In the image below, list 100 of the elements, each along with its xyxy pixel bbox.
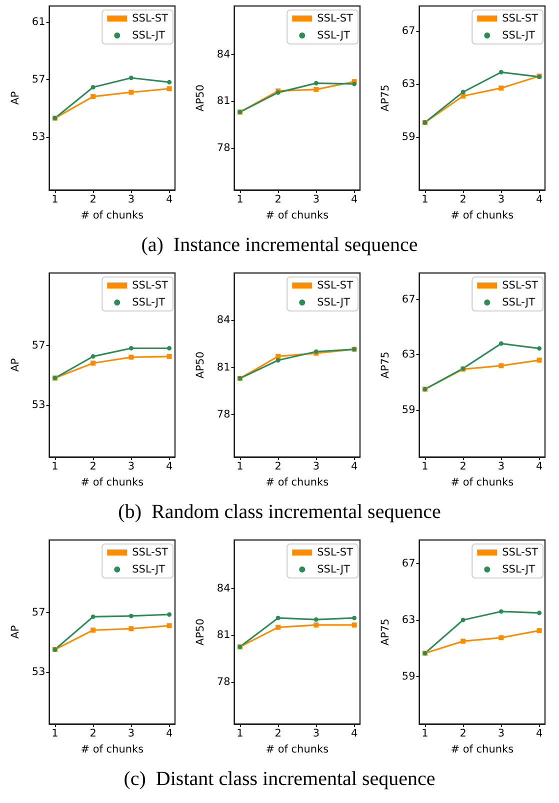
point: [276, 358, 280, 363]
point: [128, 76, 134, 80]
point: [314, 86, 319, 92]
x-axis-title: # of chunks: [450, 209, 514, 222]
point: [314, 622, 319, 628]
point: [460, 94, 466, 99]
y-axis-title: AP50: [194, 84, 206, 112]
text: (a) Instance incremental sequence: [140, 233, 419, 258]
legend-label: SSL-ST: [317, 280, 354, 292]
y-tick-label: 81: [216, 95, 230, 108]
point: [128, 346, 134, 350]
x-tick-label: 4: [166, 460, 173, 472]
point: [498, 363, 504, 368]
point: [90, 84, 96, 90]
x-axis-title: # of chunks: [80, 743, 144, 756]
x-tick-label: 3: [312, 728, 320, 740]
y-axis-title: AP75: [380, 352, 392, 378]
legend-label: SSL-ST: [132, 280, 169, 292]
x-axis-title: # of chunks: [450, 743, 514, 756]
x-tick-label: 3: [312, 460, 320, 472]
x-axis-title: # of chunks: [450, 476, 514, 488]
legend-label: SSL-JT: [502, 564, 536, 576]
text: (c) Distant class incremental sequence: [122, 767, 436, 792]
y-tick-label: 59: [402, 670, 416, 683]
legend-label: SSL-JT: [502, 296, 536, 308]
text: (b) Random class incremental sequence: [117, 500, 442, 525]
x-tick-label: 4: [350, 728, 358, 740]
x-tick-label: 4: [536, 460, 543, 472]
y-tick-label: 59: [402, 404, 416, 416]
point: [166, 354, 172, 359]
point: [460, 638, 466, 644]
x-tick-label: 1: [236, 460, 244, 472]
legend-label: SSL-ST: [132, 12, 169, 24]
point: [536, 628, 542, 634]
x-tick-label: 2: [274, 728, 282, 740]
point: [352, 82, 357, 86]
y-tick-label: 78: [216, 408, 230, 421]
point: [276, 354, 281, 359]
x-tick-label: 2: [460, 728, 466, 740]
y-tick-label: 67: [402, 25, 416, 38]
point: [128, 90, 134, 95]
x-tick-label: 2: [460, 460, 466, 472]
legend-label: SSL-JT: [317, 296, 351, 308]
y-axis-title: AP50: [194, 352, 206, 378]
x-tick-label: 1: [236, 194, 244, 206]
x-tick-label: 1: [52, 460, 58, 472]
point: [460, 90, 466, 94]
legend-label: SSL-JT: [132, 564, 166, 576]
y-tick-label: 63: [402, 348, 416, 361]
x-tick-label: 2: [274, 194, 282, 206]
point: [90, 94, 96, 100]
y-axis-title: AP: [10, 625, 22, 639]
y-tick-label: 59: [402, 131, 416, 144]
legend-label: SSL-ST: [502, 546, 539, 558]
point: [352, 616, 357, 620]
legend-label: SSL-JT: [317, 30, 351, 42]
y-tick-label: 81: [216, 361, 230, 374]
x-axis-title: # of chunks: [266, 743, 329, 756]
point: [314, 617, 318, 622]
x-axis-title: # of chunks: [80, 209, 144, 222]
x-tick-label: 1: [422, 460, 428, 472]
point: [167, 346, 172, 350]
y-tick-label: 53: [32, 398, 46, 411]
legend-label: SSL-ST: [502, 12, 539, 24]
x-tick-label: 4: [166, 194, 173, 206]
x-axis-title: # of chunks: [266, 209, 329, 222]
y-tick-label: 63: [402, 78, 416, 90]
x-tick-label: 3: [128, 460, 135, 472]
y-axis-title: AP: [10, 91, 22, 105]
x-tick-label: 3: [312, 194, 320, 206]
y-tick-label: 57: [32, 606, 46, 618]
point: [166, 86, 172, 92]
y-tick-label: 67: [402, 557, 416, 570]
point: [498, 70, 504, 74]
legend-label: SSL-JT: [502, 30, 536, 42]
y-tick-label: 53: [32, 666, 46, 678]
x-tick-label: 1: [422, 194, 428, 206]
y-tick-label: 78: [216, 676, 230, 688]
point: [536, 358, 542, 363]
x-tick-label: 3: [498, 194, 505, 206]
y-tick-label: 61: [32, 16, 46, 28]
y-tick-label: 67: [402, 293, 416, 306]
point: [537, 346, 542, 351]
legend-label: SSL-ST: [132, 546, 169, 558]
x-tick-label: 2: [460, 194, 466, 206]
x-tick-label: 1: [236, 728, 244, 740]
point: [498, 609, 504, 614]
x-tick-label: 3: [498, 728, 505, 740]
y-axis-title: AP75: [380, 84, 392, 112]
y-tick-label: 57: [32, 73, 46, 86]
point: [90, 354, 96, 359]
y-axis-title: AP75: [380, 618, 392, 646]
point: [498, 635, 504, 640]
x-tick-label: 1: [422, 728, 428, 740]
point: [167, 80, 172, 84]
x-tick-label: 4: [536, 728, 543, 740]
y-tick-label: 63: [402, 614, 416, 626]
point: [128, 614, 134, 618]
point: [460, 618, 466, 622]
x-tick-label: 2: [274, 460, 282, 472]
